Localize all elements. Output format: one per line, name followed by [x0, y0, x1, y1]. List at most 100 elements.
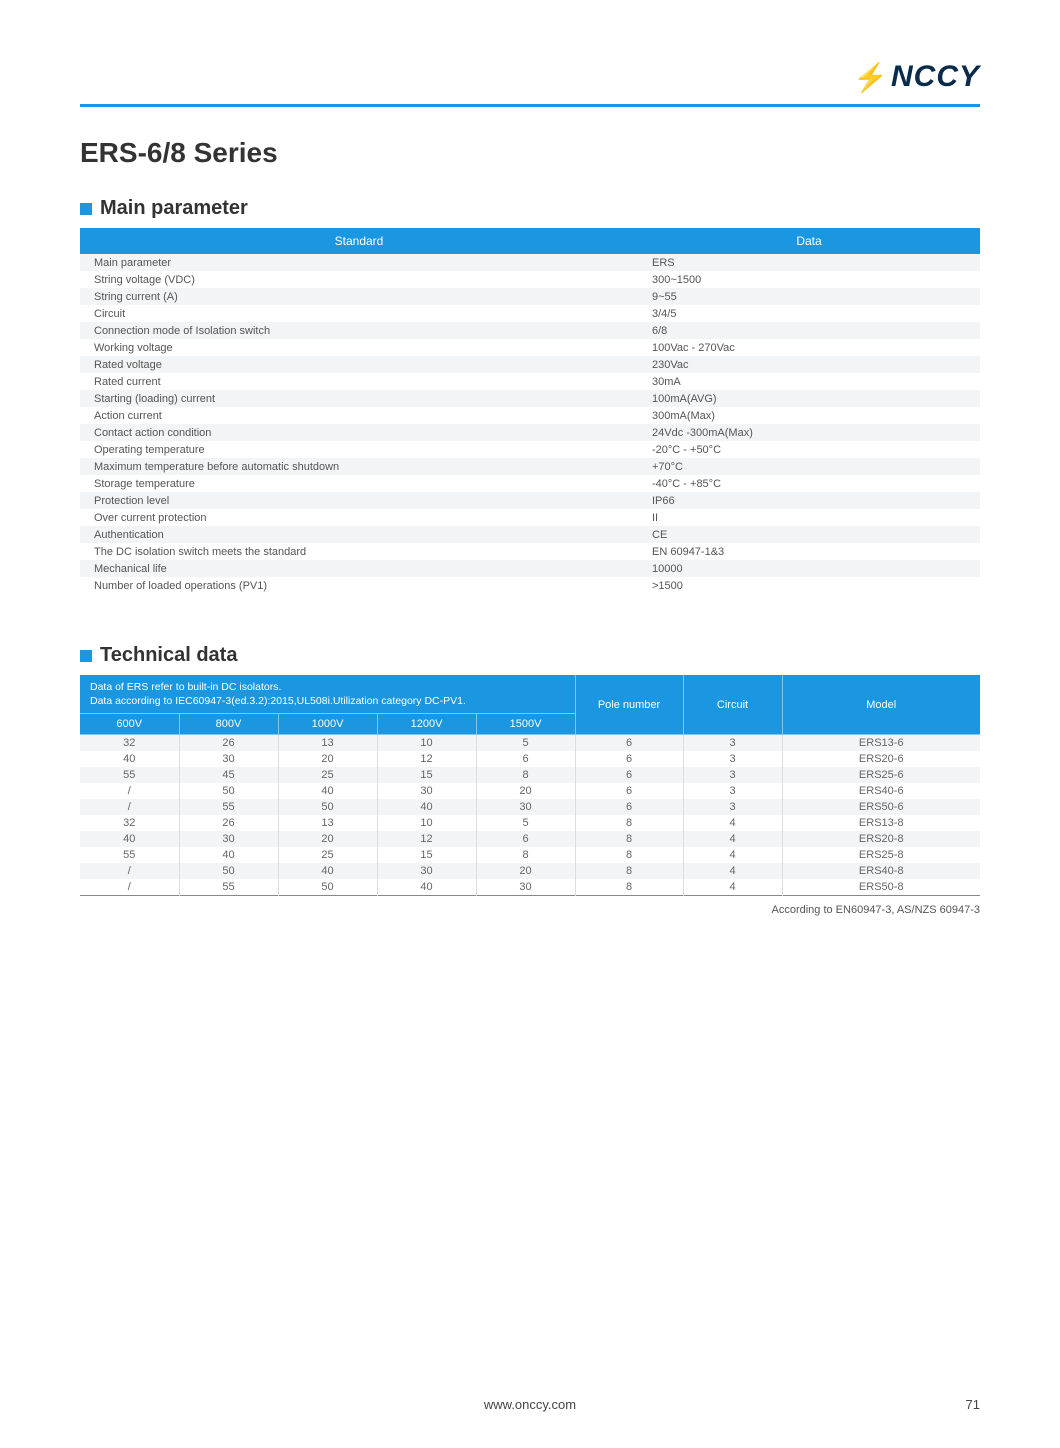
table-cell: 6 — [575, 783, 683, 799]
table-cell: 12 — [377, 751, 476, 767]
table-cell: 50 — [278, 799, 377, 815]
table-cell: 6 — [575, 767, 683, 783]
table-cell: Protection level — [80, 492, 638, 509]
table-row: 32261310584ERS13-8 — [80, 815, 980, 831]
table-row: 55402515884ERS25-8 — [80, 847, 980, 863]
col-600v: 600V — [80, 714, 179, 735]
table-cell: 8 — [575, 831, 683, 847]
table-cell: 10 — [377, 815, 476, 831]
table-row: Contact action condition24Vdc -300mA(Max… — [80, 424, 980, 441]
table-cell: 40 — [377, 799, 476, 815]
table-row: String voltage (VDC)300~1500 — [80, 271, 980, 288]
table-cell: Action current — [80, 407, 638, 424]
table-cell: -40°C - +85°C — [638, 475, 980, 492]
table-cell: 30 — [476, 879, 575, 896]
table-cell: 30 — [476, 799, 575, 815]
table-cell: 8 — [476, 847, 575, 863]
top-rule — [80, 104, 980, 107]
col-1200v: 1200V — [377, 714, 476, 735]
table-cell: ERS20-8 — [782, 831, 980, 847]
table-cell: ERS50-6 — [782, 799, 980, 815]
table-cell: 30 — [377, 783, 476, 799]
table-cell: 13 — [278, 815, 377, 831]
page-title: ERS-6/8 Series — [80, 137, 980, 169]
table-cell: 40 — [278, 783, 377, 799]
table-row: Circuit3/4/5 — [80, 305, 980, 322]
table-cell: 12 — [377, 831, 476, 847]
table-cell: ERS20-6 — [782, 751, 980, 767]
table-cell: ERS — [638, 254, 980, 271]
col-800v: 800V — [179, 714, 278, 735]
table-cell: 8 — [575, 879, 683, 896]
table-cell: 10 — [377, 735, 476, 752]
table-row: 32261310563ERS13-6 — [80, 735, 980, 752]
table-cell: Connection mode of Isolation switch — [80, 322, 638, 339]
table-row: Operating temperature-20°C - +50°C — [80, 441, 980, 458]
table-cell: 4 — [683, 879, 782, 896]
col-circuit: Circuit — [683, 675, 782, 735]
table-cell: 26 — [179, 735, 278, 752]
table-cell: Mechanical life — [80, 560, 638, 577]
col-data: Data — [638, 228, 980, 254]
table-cell: Circuit — [80, 305, 638, 322]
table-cell: 40 — [377, 879, 476, 896]
brand-logo: ⚡NCCY — [80, 60, 980, 104]
table-cell: ERS40-6 — [782, 783, 980, 799]
table-cell: 4 — [683, 847, 782, 863]
table-cell: ERS50-8 — [782, 879, 980, 896]
table-cell: 20 — [278, 751, 377, 767]
table-row: /5550403063ERS50-6 — [80, 799, 980, 815]
td-note-line1: Data of ERS refer to built-in DC isolato… — [90, 680, 565, 694]
table-cell: 6 — [575, 735, 683, 752]
table-cell: 3 — [683, 735, 782, 752]
table-cell: 40 — [179, 847, 278, 863]
table-cell: Operating temperature — [80, 441, 638, 458]
brand-name: NCCY — [891, 60, 980, 94]
table-cell: 3 — [683, 767, 782, 783]
table-cell: 20 — [476, 863, 575, 879]
table-cell: 8 — [575, 815, 683, 831]
table-cell: 15 — [377, 847, 476, 863]
table-row: 40302012663ERS20-6 — [80, 751, 980, 767]
table-cell: 5 — [476, 815, 575, 831]
table-row: /5040302084ERS40-8 — [80, 863, 980, 879]
table-cell: 20 — [278, 831, 377, 847]
col-model: Model — [782, 675, 980, 735]
table-cell: 6/8 — [638, 322, 980, 339]
table-cell: 30 — [179, 751, 278, 767]
table-cell: / — [80, 783, 179, 799]
table-cell: ERS40-8 — [782, 863, 980, 879]
table-cell: 25 — [278, 767, 377, 783]
table-cell: 3/4/5 — [638, 305, 980, 322]
table-cell: 6 — [575, 799, 683, 815]
table-row: /5550403084ERS50-8 — [80, 879, 980, 896]
table-cell: Storage temperature — [80, 475, 638, 492]
table-cell: 13 — [278, 735, 377, 752]
table-cell: 20 — [476, 783, 575, 799]
table-cell: / — [80, 799, 179, 815]
table-cell: The DC isolation switch meets the standa… — [80, 543, 638, 560]
table-cell: String current (A) — [80, 288, 638, 305]
table-cell: EN 60947-1&3 — [638, 543, 980, 560]
table-cell: +70°C — [638, 458, 980, 475]
table-cell: 230Vac — [638, 356, 980, 373]
table-cell: Number of loaded operations (PV1) — [80, 577, 638, 594]
table-cell: 6 — [575, 751, 683, 767]
table-cell: Rated current — [80, 373, 638, 390]
table-cell: 55 — [179, 879, 278, 896]
table-cell: -20°C - +50°C — [638, 441, 980, 458]
bolt-icon: ⚡ — [853, 61, 889, 94]
table-cell: / — [80, 863, 179, 879]
table-cell: 6 — [476, 831, 575, 847]
table-cell: 30 — [179, 831, 278, 847]
table-cell: 10000 — [638, 560, 980, 577]
page-footer: www.onccy.com 71 — [80, 1397, 980, 1412]
square-bullet-icon — [80, 203, 92, 215]
table-cell: String voltage (VDC) — [80, 271, 638, 288]
table-cell: ERS25-8 — [782, 847, 980, 863]
table-cell: ERS13-8 — [782, 815, 980, 831]
table-cell: 4 — [683, 815, 782, 831]
footer-page-number: 71 — [966, 1397, 980, 1412]
table-row: Working voltage100Vac - 270Vac — [80, 339, 980, 356]
table-row: String current (A)9~55 — [80, 288, 980, 305]
